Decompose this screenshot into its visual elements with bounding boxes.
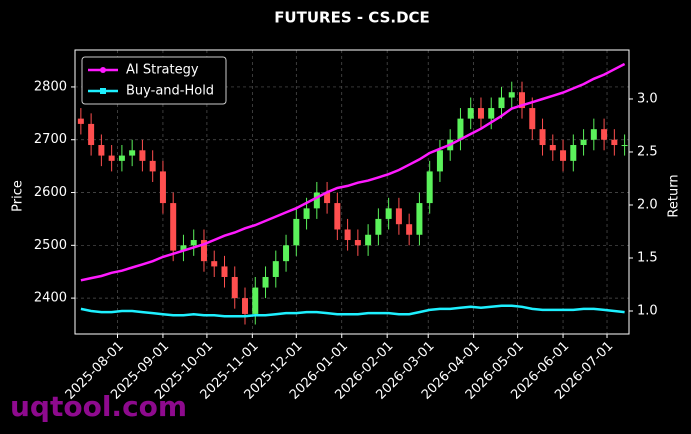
candle-body <box>108 155 115 161</box>
candle-body <box>303 208 310 219</box>
candle-body <box>77 118 84 124</box>
candle-body <box>395 208 402 225</box>
candle-body <box>580 139 587 146</box>
candle-body <box>590 129 597 140</box>
candle-body <box>436 150 443 172</box>
candle-body <box>611 139 618 146</box>
candle-body <box>488 108 495 119</box>
legend-label: Buy-and-Hold <box>126 84 214 99</box>
y-tick-label: 2700 <box>34 132 67 147</box>
y2-tick-label: 2.0 <box>637 197 658 212</box>
y2-tick-label: 3.0 <box>637 91 658 106</box>
candle-body <box>601 129 608 140</box>
y-tick-label: 2400 <box>34 291 67 306</box>
candle-body <box>385 208 392 219</box>
candle-body <box>283 245 290 262</box>
candle-body <box>139 150 146 161</box>
candle-body <box>560 150 567 161</box>
series-line <box>80 62 626 282</box>
candle-body <box>354 240 361 246</box>
candle-body <box>365 234 372 246</box>
candle-body <box>324 192 331 204</box>
chart-title: FUTURES - CS.DCE <box>274 9 430 27</box>
candle-body <box>190 240 197 246</box>
candle-body <box>549 145 556 151</box>
candle-body <box>129 150 136 156</box>
candle-body <box>621 145 628 147</box>
candle-body <box>180 245 187 251</box>
candle-body <box>252 287 259 314</box>
y-tick-label: 2600 <box>34 185 67 200</box>
candle-body <box>200 240 207 262</box>
candle-body <box>88 123 95 146</box>
legend-marker <box>100 88 106 94</box>
candle-body <box>272 261 279 277</box>
plot-frame <box>74 49 630 335</box>
candle-body <box>334 203 341 230</box>
y2-axis-label: Return <box>667 174 682 217</box>
candle-body <box>508 92 515 98</box>
candle-body <box>313 192 320 209</box>
candle-body <box>529 108 536 130</box>
candle-body <box>262 276 269 288</box>
candle-body <box>159 171 166 204</box>
candle-body <box>149 160 156 172</box>
candle-body <box>498 97 505 109</box>
candle-body <box>98 145 105 156</box>
candle-body <box>457 118 464 140</box>
candle-body <box>539 129 546 146</box>
candle-body <box>118 155 125 161</box>
candle-body <box>477 108 484 119</box>
y-tick-label: 2800 <box>34 79 67 94</box>
legend-marker <box>100 67 106 73</box>
candle-body <box>231 276 238 299</box>
legend-label: AI Strategy <box>126 63 199 78</box>
candle-body <box>467 108 474 119</box>
y-axis-label: Price <box>11 180 26 212</box>
candle-body <box>170 203 177 251</box>
candle-body <box>426 171 433 204</box>
candle-body <box>242 298 249 314</box>
candle-body <box>375 218 382 235</box>
candle-body <box>293 218 300 246</box>
candle-body <box>406 224 413 235</box>
y2-tick-label: 1.0 <box>637 303 658 318</box>
candle-body <box>570 145 577 161</box>
candle-body <box>519 92 526 109</box>
y-tick-label: 2500 <box>34 238 67 253</box>
candle-body <box>221 266 228 277</box>
series-line <box>80 304 625 318</box>
watermark: uqtool.com <box>10 390 187 423</box>
candle-body <box>211 261 218 267</box>
y2-tick-label: 2.5 <box>637 144 658 159</box>
candle-body <box>416 203 423 235</box>
y2-tick-label: 1.5 <box>637 250 658 265</box>
candle-body <box>344 229 351 241</box>
